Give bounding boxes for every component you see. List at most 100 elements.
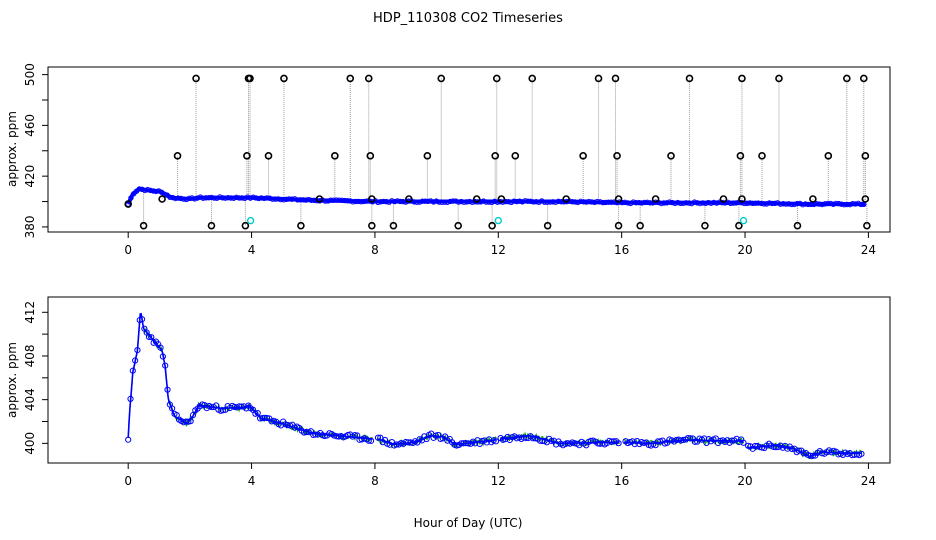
outlier-point (859, 74, 868, 83)
top-baseline-point (147, 187, 154, 194)
top-baseline-point (730, 200, 737, 206)
top-baseline-point (589, 199, 595, 205)
top-baseline-point (156, 188, 162, 194)
top-baseline-point (819, 201, 825, 208)
top-baseline-point (247, 195, 254, 201)
top-baseline-point (333, 197, 340, 203)
top-baseline-point (192, 196, 198, 202)
bottom-data-point (310, 431, 317, 438)
top-baseline-point (697, 200, 703, 207)
top-baseline-point (205, 194, 212, 201)
outlier-point (614, 221, 623, 230)
top-baseline-point (838, 201, 845, 207)
top-x-tick-label: 16 (614, 243, 629, 257)
top-baseline-point (705, 199, 712, 206)
top-baseline-point (208, 194, 215, 201)
bottom-data-point (532, 435, 539, 442)
top-baseline-point (186, 195, 192, 201)
bottom-data-point (851, 451, 858, 458)
top-baseline-point (750, 200, 756, 207)
bottom-data-point (809, 452, 816, 459)
top-baseline-point (747, 200, 753, 206)
top-baseline-point (261, 195, 267, 202)
top-baseline-point (211, 195, 217, 201)
bottom-data-point (333, 433, 340, 440)
outlier-point (861, 152, 870, 160)
top-baseline-point (350, 199, 356, 205)
top-baseline-point (514, 198, 520, 205)
top-baseline-point (533, 199, 539, 205)
top-baseline-point (439, 199, 445, 205)
bottom-x-axis: 0 4 8 12 16 20 24 (124, 463, 876, 488)
top-baseline-point (144, 186, 151, 193)
top-baseline-point (189, 195, 195, 201)
top-baseline-point (633, 200, 639, 206)
bottom-data-point (263, 414, 271, 422)
bottom-data-point (132, 357, 139, 364)
top-baseline-point (516, 198, 523, 204)
outlier-point (793, 221, 802, 230)
bottom-y-axis: 400 404 408 412 (23, 301, 48, 455)
top-baseline-point (577, 198, 584, 205)
top-baseline-point (763, 201, 770, 207)
top-panel: 0 4 8 12 16 20 24 380 420 460 500 approx. ppm (5, 63, 891, 257)
top-baseline-point (583, 199, 589, 205)
top-baseline-point (539, 198, 545, 204)
top-baseline-point (777, 201, 784, 207)
top-baseline-point (733, 200, 739, 206)
top-baseline-point (652, 199, 659, 205)
outlier-point (738, 74, 746, 83)
bottom-y-axis-label: approx. ppm (5, 342, 19, 418)
bottom-data-point (770, 443, 777, 451)
bottom-data-point (261, 414, 268, 421)
bottom-data-point (684, 434, 692, 442)
top-baseline-point (511, 198, 517, 204)
top-baseline-point (167, 194, 173, 200)
top-baseline-point (519, 199, 526, 205)
top-baseline-point (555, 198, 562, 205)
top-baseline-point (222, 195, 229, 201)
top-baseline-point (308, 197, 315, 203)
top-panel-frame (47, 66, 891, 233)
top-baseline-point (791, 201, 798, 208)
outlier-point (488, 221, 496, 230)
top-baseline-point (411, 199, 417, 205)
top-baseline-point (286, 196, 292, 202)
top-spike-lines (143, 78, 868, 226)
top-baseline-point (375, 199, 381, 205)
top-baseline-point (813, 201, 820, 207)
bottom-data-point (365, 437, 372, 444)
top-baseline-point (233, 194, 240, 201)
top-baseline-point (702, 200, 709, 206)
bottom-data-point (529, 435, 537, 442)
bottom-data-point (145, 333, 153, 340)
outlier-point (158, 195, 166, 203)
outlier-point (368, 195, 376, 203)
top-baseline-point (389, 198, 395, 204)
top-baseline-point (203, 195, 209, 201)
bottom-data-point (219, 407, 227, 414)
top-baseline-point (239, 195, 245, 201)
bottom-data-point (231, 403, 238, 411)
bottom-data-point (182, 418, 190, 425)
top-baseline-point (400, 198, 406, 205)
top-baseline-point (766, 200, 773, 206)
top-y-tick-label: 460 (23, 114, 37, 137)
top-baseline-point (422, 198, 428, 204)
top-baseline-point (264, 195, 270, 201)
outlier-point (613, 152, 621, 160)
top-baseline-point (608, 199, 614, 205)
top-baseline-point (788, 201, 795, 208)
top-baseline-point (272, 196, 279, 202)
top-baseline-point (630, 199, 637, 205)
bottom-x-tick-label: 24 (861, 474, 876, 488)
top-baseline-point (300, 197, 306, 203)
top-baseline-point (802, 201, 809, 207)
top-baseline-point (391, 198, 398, 205)
outlier-point (364, 74, 373, 83)
outlier-point (297, 221, 305, 230)
top-baseline-point (530, 199, 537, 205)
top-baseline-point (744, 200, 750, 207)
flag-point (739, 216, 748, 225)
